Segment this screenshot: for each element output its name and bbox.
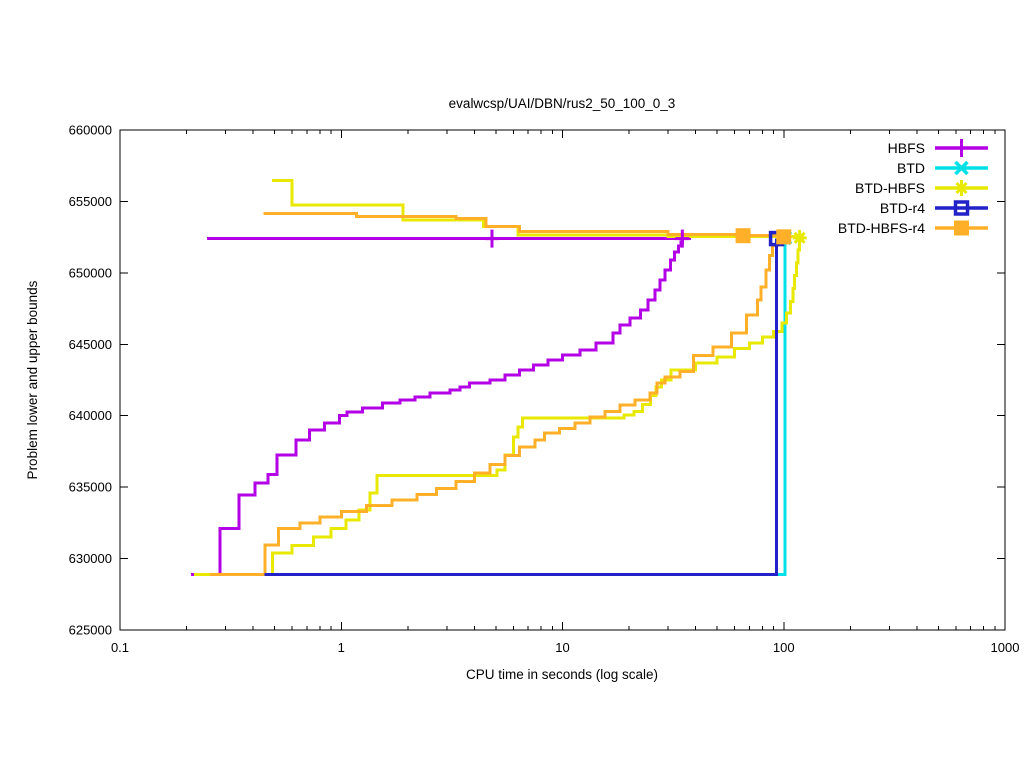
series-markers: [484, 228, 807, 248]
plus-marker: [675, 229, 690, 248]
x-tick-label: 100: [773, 640, 795, 655]
series-line-BTD-bound: [777, 237, 787, 576]
square-filled-marker: [954, 220, 969, 236]
legend-item-BTD: BTD: [897, 160, 988, 176]
x-tick-label: 1: [338, 640, 345, 655]
chart-title: evalwcsp/UAI/DBN/rus2_50_100_0_3: [449, 96, 676, 111]
series-line-BTD-HBFS-r4-lower_bound: [209, 236, 786, 576]
legend: HBFS BTD BTD-HBFS BTD-r4 BTD-HBFS-r4: [838, 139, 988, 236]
legend-label-HBFS: HBFS: [888, 140, 925, 156]
marker-BTD-HBFS-r4: [776, 229, 792, 245]
series-lines: [190, 179, 802, 576]
square-open-marker: [953, 200, 970, 216]
marker-HBFS: [675, 229, 690, 248]
legend-label-BTD-r4: BTD-r4: [880, 200, 925, 216]
y-tick-label: 655000: [69, 194, 112, 209]
legend-sample-marker-HBFS: [954, 139, 969, 157]
series-line-HBFS-lower_bound: [190, 238, 684, 576]
axes: 0.1 1 10 100 1000 625000 630000 635000 640000 645…: [69, 123, 1020, 656]
series-line-BTD-r4-bound: [264, 238, 779, 576]
asterisk-marker: [954, 180, 969, 196]
series-line-BTD-HBFS-r4-upper_bound: [263, 211, 786, 238]
legend-item-BTD-HBFS: BTD-HBFS: [855, 180, 988, 196]
marker-BTD-HBFS: [792, 229, 807, 246]
asterisk-marker: [792, 229, 807, 246]
y-tick-label: 650000: [69, 265, 112, 280]
series-line-BTD-HBFS-lower_bound: [194, 237, 802, 576]
square-filled-marker: [735, 228, 751, 244]
x-tick-label: 10: [555, 640, 569, 655]
x-tick-label: 1000: [991, 640, 1020, 655]
legend-label-BTD: BTD: [897, 160, 925, 176]
y-tick-label: 645000: [69, 337, 112, 352]
marker-BTD-HBFS-r4: [735, 228, 751, 244]
y-axis-label: Problem lower and upper bounds: [25, 280, 40, 479]
marker-HBFS: [484, 229, 499, 248]
plus-marker: [484, 229, 499, 248]
legend-sample-marker-BTD: [954, 160, 969, 176]
plot-border: [119, 129, 1006, 631]
y-tick-label: 630000: [69, 551, 112, 566]
y-tick-label: 635000: [69, 480, 112, 495]
legend-sample-marker-BTD-HBFS-r4: [954, 220, 969, 236]
legend-sample-marker-BTD-r4: [953, 200, 970, 216]
plus-marker: [954, 139, 969, 157]
legend-item-HBFS: HBFS: [888, 139, 988, 157]
legend-sample-marker-BTD-HBFS: [954, 180, 969, 196]
legend-item-BTD-r4: BTD-r4: [880, 200, 988, 216]
legend-label-BTD-HBFS: BTD-HBFS: [855, 180, 925, 196]
y-tick-label: 660000: [69, 123, 112, 138]
square-filled-marker: [776, 229, 792, 245]
y-tick-label: 625000: [69, 623, 112, 638]
x-tick-label: 0.1: [111, 640, 129, 655]
y-tick-label: 640000: [69, 408, 112, 423]
series-line-BTD-HBFS-upper_bound: [271, 179, 802, 238]
legend-item-BTD-HBFS-r4: BTD-HBFS-r4: [838, 220, 988, 236]
cross-marker: [954, 160, 969, 176]
x-axis-label: CPU time in seconds (log scale): [466, 667, 658, 682]
legend-label-BTD-HBFS-r4: BTD-HBFS-r4: [838, 220, 925, 236]
